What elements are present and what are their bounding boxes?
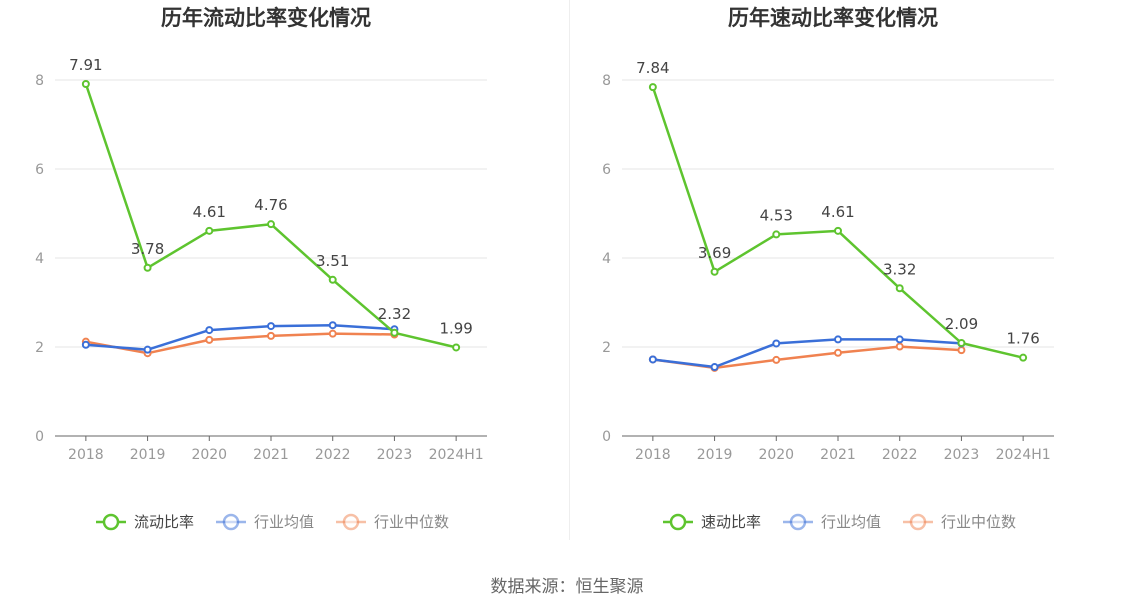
data-point [328, 321, 337, 330]
data-point [267, 331, 275, 340]
series-line [652, 338, 962, 369]
chart-svg: 历年速动比率变化情况 0 2 4 6 8 2018 2019 2020 2021 2022 2023 2… [602, 6, 1054, 531]
y-tick-label: 6 [35, 162, 44, 178]
data-point [267, 322, 275, 331]
legend-item: 行业均值 [783, 513, 881, 531]
y-tick-label: 2 [35, 340, 44, 356]
legend-label: 行业中位数 [941, 513, 1016, 531]
data-point [452, 343, 461, 352]
x-tick-label: 2018 [68, 447, 104, 463]
chart-divider [569, 0, 570, 540]
x-tick-label: 2024H1 [429, 447, 484, 463]
series-line [85, 323, 395, 351]
data-point [834, 348, 842, 357]
legend-marker [669, 513, 687, 531]
data-label: 2.09 [945, 315, 978, 333]
data-point [267, 220, 275, 229]
data-point [834, 335, 842, 344]
legend-marker [789, 513, 807, 531]
legend-item: 行业中位数 [903, 513, 1016, 531]
data-label: 3.69 [698, 244, 731, 262]
x-tick-label: 2021 [820, 447, 856, 463]
y-tick-label: 4 [35, 251, 44, 267]
data-label: 4.53 [760, 206, 793, 224]
data-point [710, 267, 719, 276]
x-tick-label: 2018 [635, 447, 671, 463]
y-tick-label: 4 [602, 251, 611, 267]
x-tick-label: 2022 [315, 447, 351, 463]
data-label: 3.78 [131, 240, 164, 258]
data-point [772, 339, 781, 348]
data-point [328, 275, 337, 284]
legend-label: 行业均值 [821, 513, 881, 531]
data-point [895, 342, 904, 351]
legend-item: 行业均值 [216, 513, 314, 531]
data-point [143, 263, 152, 272]
x-tick-label: 2019 [130, 447, 166, 463]
chart-svg: 历年流动比率变化情况 0 2 4 6 8 2018 2019 2020 2021 2022 2023 2… [35, 6, 487, 531]
data-label: 7.84 [636, 59, 669, 77]
x-tick-label: 2022 [882, 447, 918, 463]
data-label: 3.51 [316, 252, 349, 270]
data-label: 1.99 [439, 319, 472, 337]
data-point [957, 346, 966, 355]
y-tick-label: 6 [602, 162, 611, 178]
data-point [648, 355, 657, 364]
data-point [895, 335, 904, 344]
data-label: 1.76 [1006, 330, 1039, 348]
data-point [710, 363, 719, 372]
x-tick-label: 2023 [944, 447, 980, 463]
legend-label: 行业中位数 [374, 513, 449, 531]
quick-ratio-chart: 历年速动比率变化情况 0 2 4 6 8 2018 2019 2020 2021 2022 2023 2… [567, 0, 1134, 560]
legend-label: 速动比率 [701, 513, 761, 531]
data-point [957, 338, 966, 347]
y-tick-label: 0 [35, 429, 44, 445]
x-tick-label: 2023 [377, 447, 413, 463]
series-line [85, 332, 395, 355]
legend-label: 流动比率 [134, 513, 194, 531]
data-point [205, 326, 214, 335]
data-point [1019, 353, 1028, 362]
legend-marker [909, 513, 927, 531]
y-tick-label: 8 [602, 73, 611, 89]
chart-title: 历年速动比率变化情况 [728, 6, 938, 30]
x-tick-label: 2020 [758, 447, 794, 463]
legend-marker [342, 513, 360, 531]
legend-label: 行业均值 [254, 513, 314, 531]
legend-marker [102, 513, 120, 531]
y-tick-label: 0 [602, 429, 611, 445]
y-tick-label: 2 [602, 340, 611, 356]
legend-marker [222, 513, 240, 531]
data-point [772, 355, 781, 364]
data-source: 数据来源：恒生聚源 [490, 577, 644, 597]
current-ratio-chart: 历年流动比率变化情况 0 2 4 6 8 2018 2019 2020 2021 2022 2023 2… [0, 0, 567, 560]
data-point [81, 80, 90, 89]
data-label: 4.76 [254, 196, 287, 214]
x-tick-label: 2020 [191, 447, 227, 463]
x-tick-label: 2019 [697, 447, 733, 463]
data-point [390, 328, 399, 337]
data-point [648, 83, 657, 92]
x-tick-label: 2024H1 [996, 447, 1051, 463]
data-point [81, 340, 90, 349]
data-point [772, 230, 781, 239]
data-point [205, 226, 214, 235]
data-point [834, 226, 842, 235]
data-point [895, 284, 904, 293]
data-label: 3.32 [883, 260, 916, 278]
data-point [205, 335, 214, 344]
data-label: 4.61 [193, 203, 226, 221]
y-tick-label: 8 [35, 73, 44, 89]
legend-item: 速动比率 [663, 513, 761, 531]
legend-item: 行业中位数 [336, 513, 449, 531]
data-label: 4.61 [821, 203, 854, 221]
data-point [328, 329, 337, 338]
data-label: 2.32 [378, 305, 411, 323]
legend-item: 流动比率 [96, 513, 194, 531]
data-label: 7.91 [69, 56, 102, 74]
x-tick-label: 2021 [253, 447, 289, 463]
chart-title: 历年流动比率变化情况 [161, 6, 371, 30]
data-point [143, 345, 152, 354]
